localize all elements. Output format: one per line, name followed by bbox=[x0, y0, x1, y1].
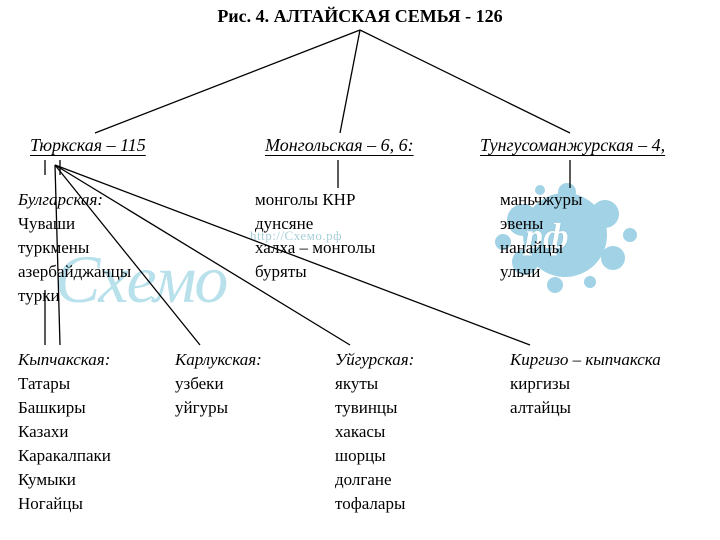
diagram-title: Рис. 4. АЛТАЙСКАЯ СЕМЬЯ - 126 bbox=[0, 6, 720, 27]
group-tungus: маньчжуры эвены нанайцы ульчи bbox=[500, 188, 582, 284]
kipchak-item: Казахи bbox=[18, 420, 111, 444]
karluk-item: узбеки bbox=[175, 372, 262, 396]
uyghur-item: долгане bbox=[335, 468, 414, 492]
kipchak-item: Башкиры bbox=[18, 396, 111, 420]
tungus-item: маньчжуры bbox=[500, 188, 582, 212]
branch-turkic: Тюркская – 115 bbox=[30, 135, 146, 156]
group-mongol: монголы КНР дунсяне халха – монголы буря… bbox=[255, 188, 375, 284]
kipchak-item: Кумыки bbox=[18, 468, 111, 492]
kirgiz-item: киргизы bbox=[510, 372, 661, 396]
kipchak-item: Татары bbox=[18, 372, 111, 396]
bulgar-item: Чуваши bbox=[18, 212, 131, 236]
branch-mongolic: Монгольская – 6, 6: bbox=[265, 135, 414, 156]
mongol-item: монголы КНР bbox=[255, 188, 375, 212]
branch-tungusic: Тунгусоманжурская – 4, bbox=[480, 135, 665, 156]
uyghur-item: якуты bbox=[335, 372, 414, 396]
uyghur-head: Уйгурская: bbox=[335, 348, 414, 372]
kirgiz-item: алтайцы bbox=[510, 396, 661, 420]
mongol-item: дунсяне bbox=[255, 212, 375, 236]
karluk-head: Карлукская: bbox=[175, 348, 262, 372]
group-kirgiz: Киргизо – кыпчакска киргизы алтайцы bbox=[510, 348, 661, 420]
bulgar-head: Булгарская: bbox=[18, 188, 131, 212]
uyghur-item: шорцы bbox=[335, 444, 414, 468]
kipchak-item: Ногайцы bbox=[18, 492, 111, 516]
mongol-item: буряты bbox=[255, 260, 375, 284]
kipchak-item: Каракалпаки bbox=[18, 444, 111, 468]
karluk-item: уйгуры bbox=[175, 396, 262, 420]
tungus-item: эвены bbox=[500, 212, 582, 236]
bulgar-item: туркмены bbox=[18, 236, 131, 260]
group-bulgar: Булгарская: Чуваши туркмены азербайджанц… bbox=[18, 188, 131, 308]
group-kipchak: Кыпчакская: Татары Башкиры Казахи Карака… bbox=[18, 348, 111, 516]
bulgar-item: азербайджанцы bbox=[18, 260, 131, 284]
group-karluk: Карлукская: узбеки уйгуры bbox=[175, 348, 262, 420]
uyghur-item: хакасы bbox=[335, 420, 414, 444]
kirgiz-head: Киргизо – кыпчакска bbox=[510, 348, 661, 372]
tungus-item: ульчи bbox=[500, 260, 582, 284]
uyghur-item: тувинцы bbox=[335, 396, 414, 420]
bulgar-item: турки bbox=[18, 284, 131, 308]
mongol-item: халха – монголы bbox=[255, 236, 375, 260]
tungus-item: нанайцы bbox=[500, 236, 582, 260]
uyghur-item: тофалары bbox=[335, 492, 414, 516]
group-uyghur: Уйгурская: якуты тувинцы хакасы шорцы до… bbox=[335, 348, 414, 516]
kipchak-head: Кыпчакская: bbox=[18, 348, 111, 372]
